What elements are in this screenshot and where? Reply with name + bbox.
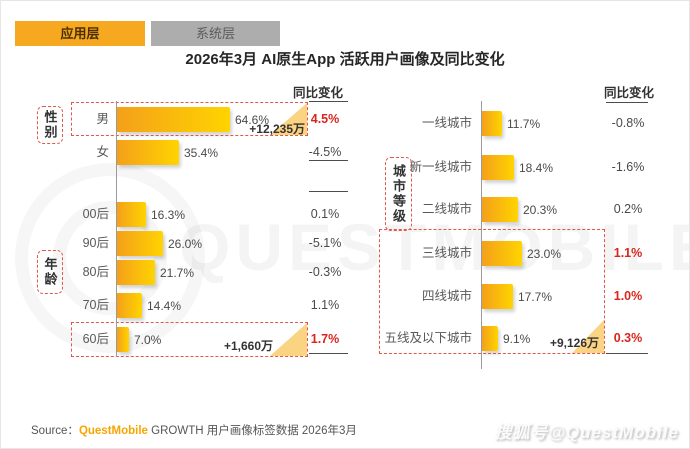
source-prefix: Source： bbox=[31, 425, 79, 437]
yoy-value-tier2: 0.2% bbox=[613, 202, 643, 216]
value-label: 23.0% bbox=[527, 246, 562, 261]
separator-line bbox=[309, 101, 348, 102]
source-note: Source：QuestMobile GROWTH 用户画像标签数据 2026年… bbox=[31, 422, 357, 438]
bar-60s bbox=[117, 327, 129, 352]
page-title: 2026年3月 AI原生App 活跃用户画像及同比变化 bbox=[185, 51, 505, 68]
source-rest: GROWTH 用户画像标签数据 2026年3月 bbox=[147, 425, 357, 437]
bar-tier5-below bbox=[482, 326, 498, 351]
yoy-header-right: 同比变化 bbox=[603, 86, 654, 100]
yoy-value-90s: -5.1% bbox=[308, 236, 342, 250]
row-label-00s: 00后 bbox=[82, 207, 109, 221]
source-brand: QuestMobile bbox=[78, 425, 148, 437]
gender-group-label: 性别 bbox=[37, 106, 63, 144]
bar-tier3 bbox=[482, 241, 522, 266]
highlight-box-lower-tiers bbox=[379, 229, 605, 354]
yoy-value-tier1: -0.8% bbox=[611, 116, 645, 130]
row-label-70s: 70后 bbox=[82, 298, 109, 312]
row-label-new-tier1: 新一线城市 bbox=[409, 160, 472, 174]
platform-watermark: 搜狐号@QuestMobile bbox=[494, 423, 679, 442]
separator-line bbox=[309, 160, 348, 161]
row-label-80s: 80后 bbox=[82, 265, 109, 279]
bar-female bbox=[117, 140, 179, 165]
growth-annotation-tier5: +9,126万 bbox=[549, 336, 599, 350]
yoy-value-80s: -0.3% bbox=[308, 265, 342, 279]
yoy-value-tier3: 1.1% bbox=[613, 246, 643, 260]
row-label-female: 女 bbox=[96, 145, 109, 159]
bar-male bbox=[117, 107, 230, 132]
yoy-value-00s: 0.1% bbox=[310, 207, 340, 221]
bar-new-tier1 bbox=[482, 155, 514, 180]
chart-row: 26.0% bbox=[117, 231, 202, 256]
yoy-value-new-tier1: -1.6% bbox=[611, 160, 645, 174]
yoy-value-60s: 1.7% bbox=[310, 332, 340, 346]
chart-row: 21.7% bbox=[117, 260, 194, 285]
bar-tier2 bbox=[482, 197, 518, 222]
separator-line bbox=[606, 102, 648, 103]
separator-line bbox=[309, 191, 348, 192]
bar-tier1 bbox=[482, 111, 502, 136]
value-label: 14.4% bbox=[147, 298, 182, 313]
row-label-tier4: 四线城市 bbox=[421, 289, 472, 303]
yoy-value-male: 4.5% bbox=[310, 112, 340, 126]
row-label-tier3: 三线城市 bbox=[421, 246, 472, 260]
value-label: 26.0% bbox=[168, 236, 203, 251]
bar-80s bbox=[117, 260, 155, 285]
chart-row: 20.3% bbox=[482, 197, 557, 222]
bar-70s bbox=[117, 293, 142, 318]
bar-tier4 bbox=[482, 284, 513, 309]
value-label: 17.7% bbox=[518, 289, 553, 304]
row-label-60s: 60后 bbox=[82, 332, 109, 346]
value-label: 18.4% bbox=[519, 160, 554, 175]
highlight-box-60s bbox=[71, 322, 308, 357]
axis-line-left bbox=[116, 101, 117, 357]
chart-row: 11.7% bbox=[482, 111, 540, 136]
separator-line bbox=[606, 353, 648, 354]
row-label-tier1: 一线城市 bbox=[421, 116, 472, 130]
tab-system-layer[interactable]: 系统层 bbox=[151, 21, 280, 46]
chart-row: 14.4% bbox=[117, 293, 181, 318]
yoy-value-70s: 1.1% bbox=[310, 298, 340, 312]
separator-line bbox=[309, 353, 348, 354]
row-label-male: 男 bbox=[96, 112, 109, 126]
yoy-value-tier4: 1.0% bbox=[613, 289, 643, 303]
value-label: 35.4% bbox=[184, 145, 219, 160]
growth-annotation-60s: +1,660万 bbox=[223, 339, 273, 353]
city-tier-group-label: 城市等级 bbox=[385, 157, 412, 231]
value-label: 9.1% bbox=[503, 331, 531, 346]
yoy-value-tier5-below: 0.3% bbox=[613, 331, 643, 345]
value-label: 11.7% bbox=[507, 116, 541, 131]
highlight-box-male bbox=[71, 102, 308, 136]
value-label: 20.3% bbox=[523, 202, 558, 217]
row-label-90s: 90后 bbox=[82, 236, 109, 250]
value-label: 21.7% bbox=[160, 265, 195, 280]
tab-application-layer[interactable]: 应用层 bbox=[15, 21, 145, 46]
axis-line-right bbox=[481, 101, 482, 369]
row-label-tier5-below: 五线及以下城市 bbox=[384, 331, 472, 345]
chart-row: 9.1% bbox=[482, 326, 530, 351]
chart-row: 17.7% bbox=[482, 284, 552, 309]
chart-row: 18.4% bbox=[482, 155, 553, 180]
chart-row: 7.0% bbox=[117, 327, 161, 352]
row-label-tier2: 二线城市 bbox=[421, 202, 472, 216]
chart-row: 23.0% bbox=[482, 241, 561, 266]
age-group-label: 年龄 bbox=[37, 250, 63, 294]
chart-row: 16.3% bbox=[117, 202, 185, 227]
value-label: 64.6% bbox=[235, 112, 270, 127]
growth-annotation-male: +12,235万 bbox=[249, 122, 305, 136]
value-label: 16.3% bbox=[151, 207, 186, 222]
chart-row: 64.6% bbox=[117, 107, 269, 132]
chart-row: 35.4% bbox=[117, 140, 218, 165]
yoy-header-left: 同比变化 bbox=[292, 86, 343, 100]
bar-00s bbox=[117, 202, 146, 227]
value-label: 7.0% bbox=[134, 332, 162, 347]
yoy-value-female: -4.5% bbox=[308, 145, 342, 159]
bar-90s bbox=[117, 231, 163, 256]
